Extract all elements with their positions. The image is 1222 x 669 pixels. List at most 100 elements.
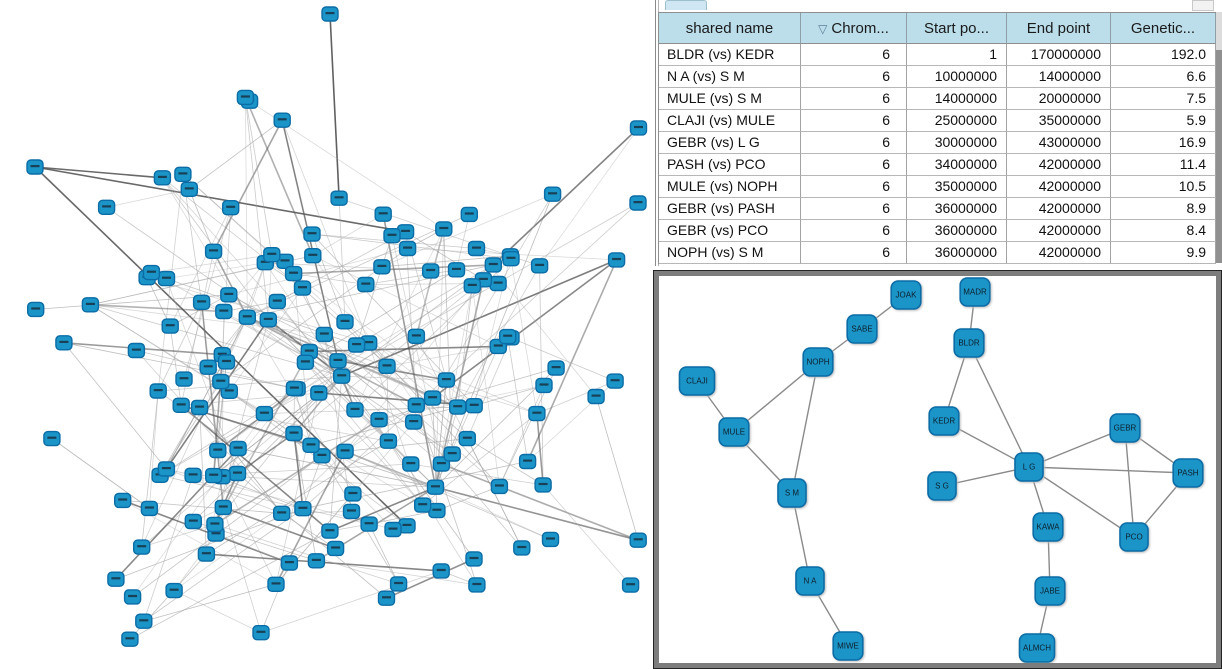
- network-node[interactable]: [405, 414, 423, 430]
- network-node-almch[interactable]: ALMCH: [1018, 633, 1056, 663]
- network-node[interactable]: [407, 328, 426, 344]
- network-node[interactable]: [267, 576, 285, 592]
- network-node[interactable]: [121, 631, 139, 647]
- node-shape[interactable]: [1119, 522, 1149, 552]
- network-node-n-a[interactable]: N A: [795, 566, 825, 596]
- node-shape[interactable]: [1172, 458, 1204, 488]
- main-network-canvas[interactable]: [0, 0, 653, 669]
- network-node[interactable]: [236, 89, 255, 106]
- network-node[interactable]: [528, 405, 546, 422]
- network-node[interactable]: [303, 226, 321, 242]
- network-node[interactable]: [467, 240, 486, 257]
- network-node[interactable]: [330, 190, 348, 206]
- node-shape[interactable]: [927, 471, 957, 501]
- network-node[interactable]: [426, 479, 445, 495]
- network-node-madr[interactable]: MADR: [959, 277, 991, 307]
- network-node[interactable]: [465, 398, 483, 414]
- network-node[interactable]: [490, 478, 509, 495]
- network-node[interactable]: [175, 371, 193, 387]
- network-node[interactable]: [344, 486, 362, 502]
- table-row[interactable]: BLDR (vs) KEDR 6 1 170000000 192.0: [659, 44, 1216, 66]
- network-node[interactable]: [606, 373, 624, 389]
- network-node[interactable]: [43, 430, 61, 447]
- network-node[interactable]: [107, 571, 125, 587]
- network-node[interactable]: [336, 443, 354, 459]
- node-shape[interactable]: [795, 566, 825, 596]
- network-node[interactable]: [432, 563, 450, 579]
- network-node[interactable]: [204, 467, 223, 484]
- network-node[interactable]: [273, 505, 291, 521]
- network-node[interactable]: [336, 314, 354, 330]
- network-edge[interactable]: [1124, 427, 1135, 538]
- network-node-bldr[interactable]: BLDR: [953, 328, 985, 358]
- network-edge[interactable]: [791, 361, 819, 494]
- network-node[interactable]: [543, 186, 562, 202]
- column-header-end-point[interactable]: End point: [1007, 13, 1111, 44]
- network-node[interactable]: [228, 465, 247, 482]
- network-node[interactable]: [26, 159, 44, 175]
- network-node[interactable]: [123, 589, 142, 605]
- table-row[interactable]: N A (vs) S M 6 10000000 14000000 6.6: [659, 66, 1216, 88]
- network-node[interactable]: [97, 199, 116, 216]
- network-node[interactable]: [463, 278, 481, 294]
- network-edge[interactable]: [968, 342, 1030, 468]
- network-edge[interactable]: [1028, 427, 1126, 468]
- node-shape[interactable]: [718, 417, 750, 447]
- network-node[interactable]: [55, 335, 73, 351]
- network-node[interactable]: [199, 359, 217, 375]
- network-node[interactable]: [541, 531, 560, 548]
- network-node-jabe[interactable]: JABE: [1034, 576, 1066, 606]
- network-node[interactable]: [132, 539, 151, 555]
- network-node[interactable]: [157, 270, 176, 287]
- network-node[interactable]: [629, 120, 648, 136]
- network-node[interactable]: [273, 112, 291, 128]
- network-node[interactable]: [307, 553, 326, 569]
- network-node[interactable]: [192, 294, 211, 310]
- network-node[interactable]: [402, 456, 420, 472]
- network-node[interactable]: [414, 497, 432, 513]
- network-node[interactable]: [263, 246, 281, 263]
- network-node[interactable]: [321, 6, 339, 22]
- table-tab[interactable]: [665, 0, 707, 10]
- node-shape[interactable]: [832, 631, 864, 661]
- network-node-mule[interactable]: MULE: [718, 417, 750, 447]
- network-node[interactable]: [489, 275, 507, 292]
- network-node[interactable]: [165, 582, 183, 599]
- scrollbar-thumb[interactable]: [1216, 50, 1222, 263]
- network-node[interactable]: [220, 287, 238, 303]
- network-node-l-g[interactable]: L G: [1014, 452, 1044, 482]
- network-node[interactable]: [197, 546, 216, 562]
- network-node[interactable]: [113, 492, 132, 509]
- network-node[interactable]: [530, 258, 549, 274]
- network-node[interactable]: [357, 276, 375, 293]
- network-node[interactable]: [484, 257, 502, 273]
- network-node-kawa[interactable]: KAWA: [1032, 512, 1064, 542]
- network-node[interactable]: [321, 523, 339, 539]
- network-node[interactable]: [315, 326, 333, 343]
- network-node[interactable]: [157, 461, 176, 477]
- node-shape[interactable]: [1018, 633, 1056, 663]
- network-node[interactable]: [333, 368, 351, 384]
- table-row[interactable]: MULE (vs) S M 6 14000000 20000000 7.5: [659, 88, 1216, 110]
- network-node[interactable]: [347, 337, 366, 353]
- table-row[interactable]: GEBR (vs) L G 6 30000000 43000000 16.9: [659, 132, 1216, 154]
- table-row[interactable]: MULE (vs) NOPH 6 35000000 42000000 10.5: [659, 176, 1216, 198]
- column-header-chrom---[interactable]: ▽ Chrom...: [801, 13, 907, 44]
- network-node[interactable]: [217, 354, 236, 370]
- network-node[interactable]: [499, 328, 517, 345]
- network-node[interactable]: [238, 309, 257, 325]
- network-node[interactable]: [214, 499, 233, 516]
- node-shape[interactable]: [1032, 512, 1064, 542]
- network-node[interactable]: [435, 221, 453, 237]
- network-node[interactable]: [221, 199, 240, 216]
- network-node[interactable]: [447, 262, 466, 278]
- node-shape[interactable]: [777, 478, 807, 508]
- network-node[interactable]: [206, 516, 224, 533]
- network-node[interactable]: [370, 412, 388, 428]
- network-node[interactable]: [296, 354, 315, 370]
- network-node[interactable]: [535, 377, 553, 394]
- network-node[interactable]: [285, 425, 303, 442]
- node-shape[interactable]: [846, 314, 878, 344]
- network-node-s-m[interactable]: S M: [777, 478, 807, 508]
- network-node[interactable]: [384, 521, 402, 538]
